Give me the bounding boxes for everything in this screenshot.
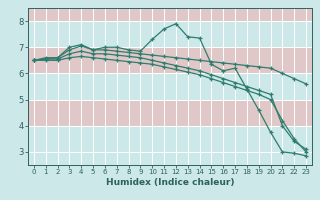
Bar [28, 126, 312, 152]
Bar [28, 152, 312, 165]
Bar [28, 8, 312, 21]
Bar [28, 47, 312, 73]
X-axis label: Humidex (Indice chaleur): Humidex (Indice chaleur) [106, 178, 234, 187]
Bar [28, 21, 312, 47]
Bar [28, 100, 312, 126]
Bar [28, 73, 312, 100]
